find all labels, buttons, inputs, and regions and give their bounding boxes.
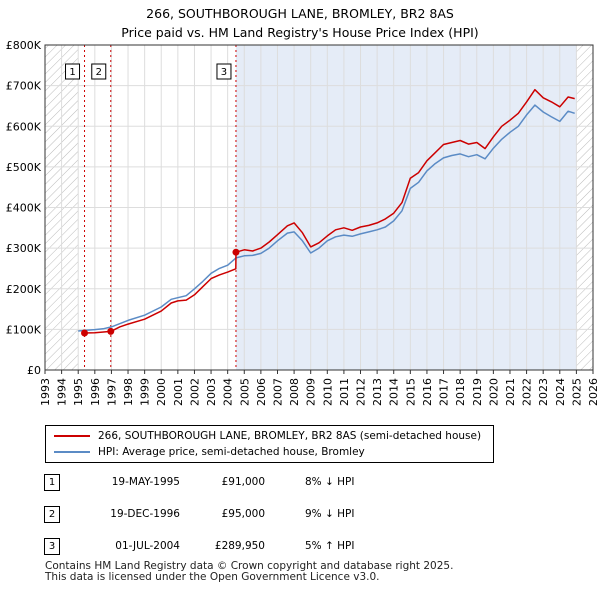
x-tick-label: 1998	[122, 378, 135, 406]
x-tick-label: 2001	[172, 378, 185, 406]
chart-title: 266, SOUTHBOROUGH LANE, BROMLEY, BR2 8AS…	[0, 4, 600, 42]
x-tick-label: 1999	[139, 378, 152, 406]
x-tick-label: 1993	[39, 378, 52, 406]
footer-copyright: Contains HM Land Registry data © Crown c…	[45, 560, 454, 572]
y-tick-label: £100K	[6, 323, 42, 336]
x-tick-label: 2015	[404, 378, 417, 406]
sale-price: £91,000	[221, 476, 265, 488]
x-tick-label: 2021	[504, 378, 517, 406]
sale-date: 19-MAY-1995	[111, 476, 180, 488]
hpi-line	[78, 104, 575, 332]
x-tick-label: 2000	[155, 378, 168, 406]
sale-hpi-diff: 9% ↓ HPI	[305, 508, 355, 520]
x-tick-label: 1996	[89, 378, 102, 406]
sale-date: 19-DEC-1996	[110, 508, 180, 520]
x-tick-label: 2018	[454, 378, 467, 406]
x-tick-label: 2008	[288, 378, 301, 406]
legend-swatch-blue	[54, 451, 90, 453]
sale-label-box	[216, 63, 232, 80]
x-tick-label: 2019	[471, 378, 484, 406]
x-tick-label: 1995	[72, 378, 85, 406]
x-tick-label: 2025	[570, 378, 583, 406]
legend-label-hpi: HPI: Average price, semi-detached house,…	[98, 446, 365, 458]
y-tick-label: £800K	[6, 39, 42, 52]
x-tick-label: 2026	[587, 378, 600, 406]
legend: 266, SOUTHBOROUGH LANE, BROMLEY, BR2 8AS…	[45, 425, 494, 463]
y-tick-label: £600K	[6, 120, 42, 133]
y-tick-label: £200K	[6, 283, 42, 296]
sale-number-badge: 2	[44, 506, 60, 523]
x-tick-label: 2016	[421, 378, 434, 406]
property-price-line	[84, 88, 575, 334]
x-tick-label: 2003	[205, 378, 218, 406]
sale-label-text: 2	[96, 67, 102, 78]
table-row: 2 19-DEC-1996 £95,000 9% ↓ HPI	[0, 504, 600, 526]
sale-number-badge: 3	[44, 538, 60, 555]
x-tick-label: 2013	[371, 378, 384, 406]
x-tick-label: 2004	[222, 378, 235, 406]
x-tick-label: 2020	[487, 378, 500, 406]
x-tick-label: 2005	[238, 378, 251, 406]
sale-price: £289,950	[214, 540, 265, 552]
sale-price: £95,000	[221, 508, 265, 520]
x-tick-label: 2011	[338, 378, 351, 406]
legend-item-property: 266, SOUTHBOROUGH LANE, BROMLEY, BR2 8AS…	[54, 428, 481, 444]
x-tick-label: 2006	[255, 378, 268, 406]
x-tick-label: 2012	[355, 378, 368, 406]
sale-label-box	[91, 63, 107, 80]
x-tick-label: 2023	[537, 378, 550, 406]
title-line-2: Price paid vs. HM Land Registry's House …	[121, 25, 479, 40]
x-tick-label: 2009	[305, 378, 318, 406]
y-tick-label: £0	[27, 364, 41, 377]
x-tick-label: 2022	[521, 378, 534, 406]
x-tick-label: 2017	[438, 378, 451, 406]
sale-point	[81, 329, 89, 337]
table-row: 3 01-JUL-2004 £289,950 5% ↑ HPI	[0, 536, 600, 558]
price-chart: 1 2 3 £0 £100K £200K £300K £400K £500K £600K £700…	[6, 39, 600, 406]
y-tick-label: £500K	[6, 161, 42, 174]
y-tick-label: £300K	[6, 242, 42, 255]
title-line-1: 266, SOUTHBOROUGH LANE, BROMLEY, BR2 8AS	[146, 6, 454, 21]
x-tick-label: 1997	[105, 378, 118, 406]
footer: Contains HM Land Registry data © Crown c…	[45, 561, 453, 583]
x-tick-label: 2007	[271, 378, 284, 406]
sale-label-text: 3	[221, 67, 227, 78]
footer-licence: This data is licensed under the Open Gov…	[45, 571, 380, 583]
x-tick-label: 2002	[188, 378, 201, 406]
sale-number-badge: 1	[44, 474, 60, 491]
sale-point	[107, 327, 115, 335]
x-tick-label: 1994	[56, 378, 69, 406]
plot-frame	[44, 44, 594, 371]
y-tick-label: £700K	[6, 80, 42, 93]
sale-date: 01-JUL-2004	[115, 540, 180, 552]
sale-label-text: 1	[69, 67, 75, 78]
x-tick-label: 2024	[554, 378, 567, 406]
sale-hpi-diff: 5% ↑ HPI	[305, 540, 355, 552]
sale-hpi-diff: 8% ↓ HPI	[305, 476, 355, 488]
legend-swatch-red	[54, 435, 90, 437]
x-tick-label: 2014	[388, 378, 401, 406]
y-tick-label: £400K	[6, 202, 42, 215]
legend-label-property: 266, SOUTHBOROUGH LANE, BROMLEY, BR2 8AS…	[98, 430, 482, 442]
sale-label-box	[65, 63, 81, 80]
sale-point	[232, 248, 240, 256]
legend-item-hpi: HPI: Average price, semi-detached house,…	[54, 444, 365, 460]
x-tick-label: 2010	[321, 378, 334, 406]
table-row: 1 19-MAY-1995 £91,000 8% ↓ HPI	[0, 472, 600, 494]
